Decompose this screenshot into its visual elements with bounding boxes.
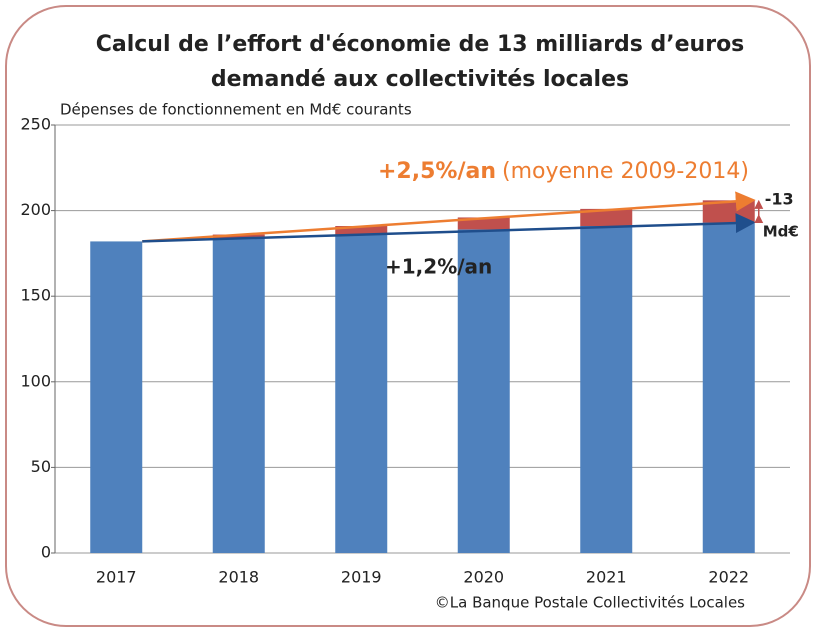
y-tick-label: 100 [20, 371, 51, 390]
source: ©La Banque Postale Collectivités Locales [435, 594, 745, 612]
y-tick-label: 200 [20, 200, 51, 219]
y-tick-label: 0 [41, 543, 51, 562]
annotation-gap-unit: Md€ [763, 223, 799, 241]
bar-segment [335, 226, 388, 235]
annotation: +2,5%/an (moyenne 2009-2014) [378, 159, 749, 184]
bar-segment [580, 226, 633, 553]
x-tick-label: 2019 [341, 568, 382, 587]
x-tick-label: 2021 [586, 568, 627, 587]
annotation-gap: -13 [765, 190, 794, 209]
bar-segment [580, 208, 633, 227]
annotation-note: (moyenne 2009-2014) [502, 159, 749, 184]
bar-segment [90, 241, 143, 553]
subtitle: Dépenses de fonctionnement en Md€ couran… [60, 101, 412, 119]
x-tick-label: 2018 [218, 568, 259, 587]
trend-arrow [142, 213, 756, 243]
y-tick-label: 250 [20, 115, 51, 134]
bar-segment [335, 234, 388, 553]
bar-segment [457, 229, 510, 553]
annotation-rate: +2,5%/an [378, 159, 496, 184]
bar-segment [212, 234, 265, 238]
x-tick-label: 2017 [96, 568, 137, 587]
annotation-rate: +1,2%/an [385, 255, 492, 279]
title-line: demandé aux collectivités locales [211, 67, 629, 92]
x-tick-label: 2020 [463, 568, 504, 587]
title-line: Calcul de l’effort d'économie de 13 mill… [96, 32, 745, 57]
x-tick-label: 2022 [708, 568, 749, 587]
y-tick-label: 150 [20, 286, 51, 305]
y-tick-label: 50 [31, 457, 51, 476]
bar-segment [457, 217, 510, 230]
trend-arrow [142, 191, 756, 243]
bar-segment [212, 237, 265, 553]
bar-segment [702, 222, 755, 554]
